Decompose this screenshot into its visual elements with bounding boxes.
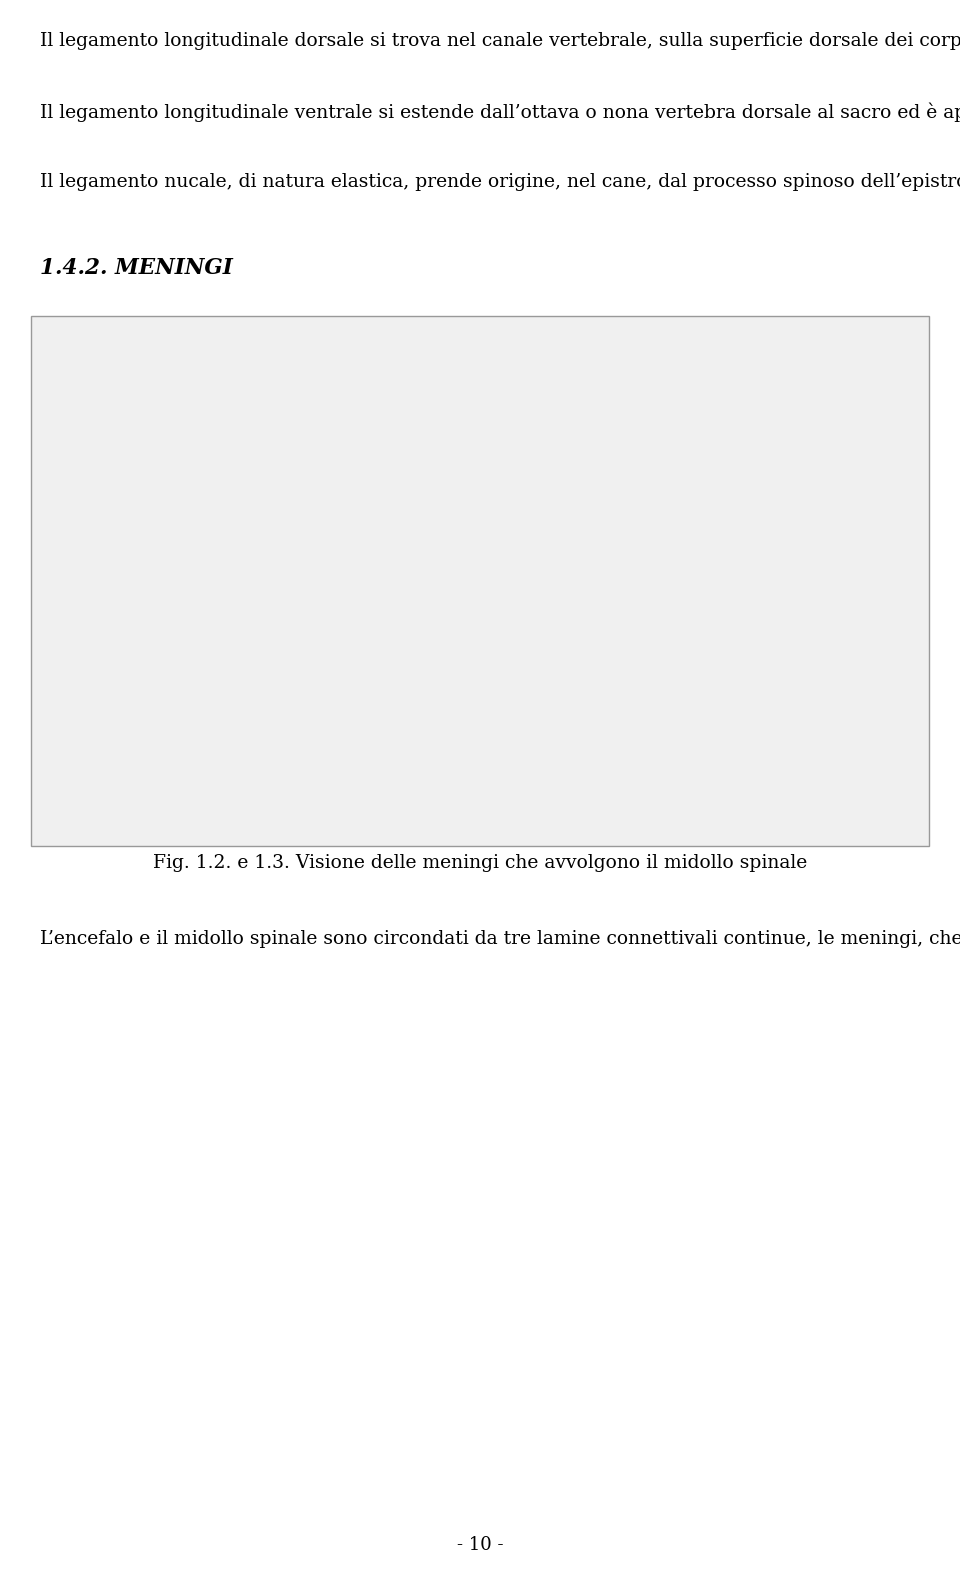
Text: L’encefalo e il midollo spinale sono circondati da tre lamine connettivali conti: L’encefalo e il midollo spinale sono cir… (40, 930, 960, 948)
Text: Il legamento longitudinale dorsale si trova nel canale vertebrale, sulla superfi: Il legamento longitudinale dorsale si tr… (40, 32, 960, 51)
Text: Fig. 1.2. e 1.3. Visione delle meningi che avvolgono il midollo spinale: Fig. 1.2. e 1.3. Visione delle meningi c… (153, 854, 807, 872)
Text: Il legamento longitudinale ventrale si estende dall’ottava o nona vertebra dorsa: Il legamento longitudinale ventrale si e… (40, 103, 960, 122)
Text: - 10 -: - 10 - (457, 1536, 503, 1554)
Bar (31, 316, 929, 846)
Text: 1.4.2. MENINGI: 1.4.2. MENINGI (40, 258, 233, 280)
Text: Il legamento nucale, di natura elastica, prende origine, nel cane, dal processo : Il legamento nucale, di natura elastica,… (40, 172, 960, 191)
